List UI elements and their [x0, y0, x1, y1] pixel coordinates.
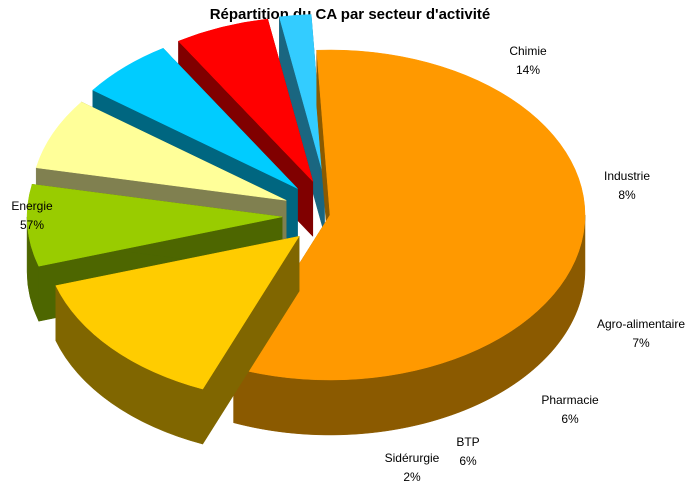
- slice-top-pharmacie: [92, 47, 298, 189]
- slice-top-siderurgie: [279, 14, 325, 180]
- label-value-industrie: 8%: [618, 188, 636, 202]
- label-value-btp: 6%: [459, 454, 477, 468]
- slice-top-btp: [177, 18, 314, 182]
- label-value-energie: 57%: [20, 218, 44, 232]
- label-value-agro-alimentaire: 7%: [632, 336, 650, 350]
- slice-top-industrie: [26, 183, 283, 267]
- slice-top-agro-alimentaire: [35, 101, 287, 201]
- slice-chimie: [55, 235, 300, 445]
- label-value-pharmacie: 6%: [561, 412, 579, 426]
- slices-layer: [26, 14, 586, 445]
- label-name-agro-alimentaire: Agro-alimentaire: [597, 317, 685, 331]
- label-name-energie: Energie: [11, 199, 53, 213]
- label-name-btp: BTP: [456, 435, 479, 449]
- label-name-siderurgie: Sidérurgie: [385, 451, 440, 465]
- labels-layer: Energie 57% Chimie 14% Industrie 8% Agro-alime…: [11, 44, 685, 484]
- label-name-pharmacie: Pharmacie: [541, 393, 599, 407]
- label-value-siderurgie: 2%: [403, 470, 421, 484]
- slice-top-chimie: [55, 235, 300, 390]
- slice-top-energie: [233, 49, 586, 381]
- slice-siderurgie: [279, 14, 325, 235]
- label-value-chimie: 14%: [516, 63, 540, 77]
- label-name-chimie: Chimie: [509, 44, 547, 58]
- label-name-industrie: Industrie: [604, 169, 650, 183]
